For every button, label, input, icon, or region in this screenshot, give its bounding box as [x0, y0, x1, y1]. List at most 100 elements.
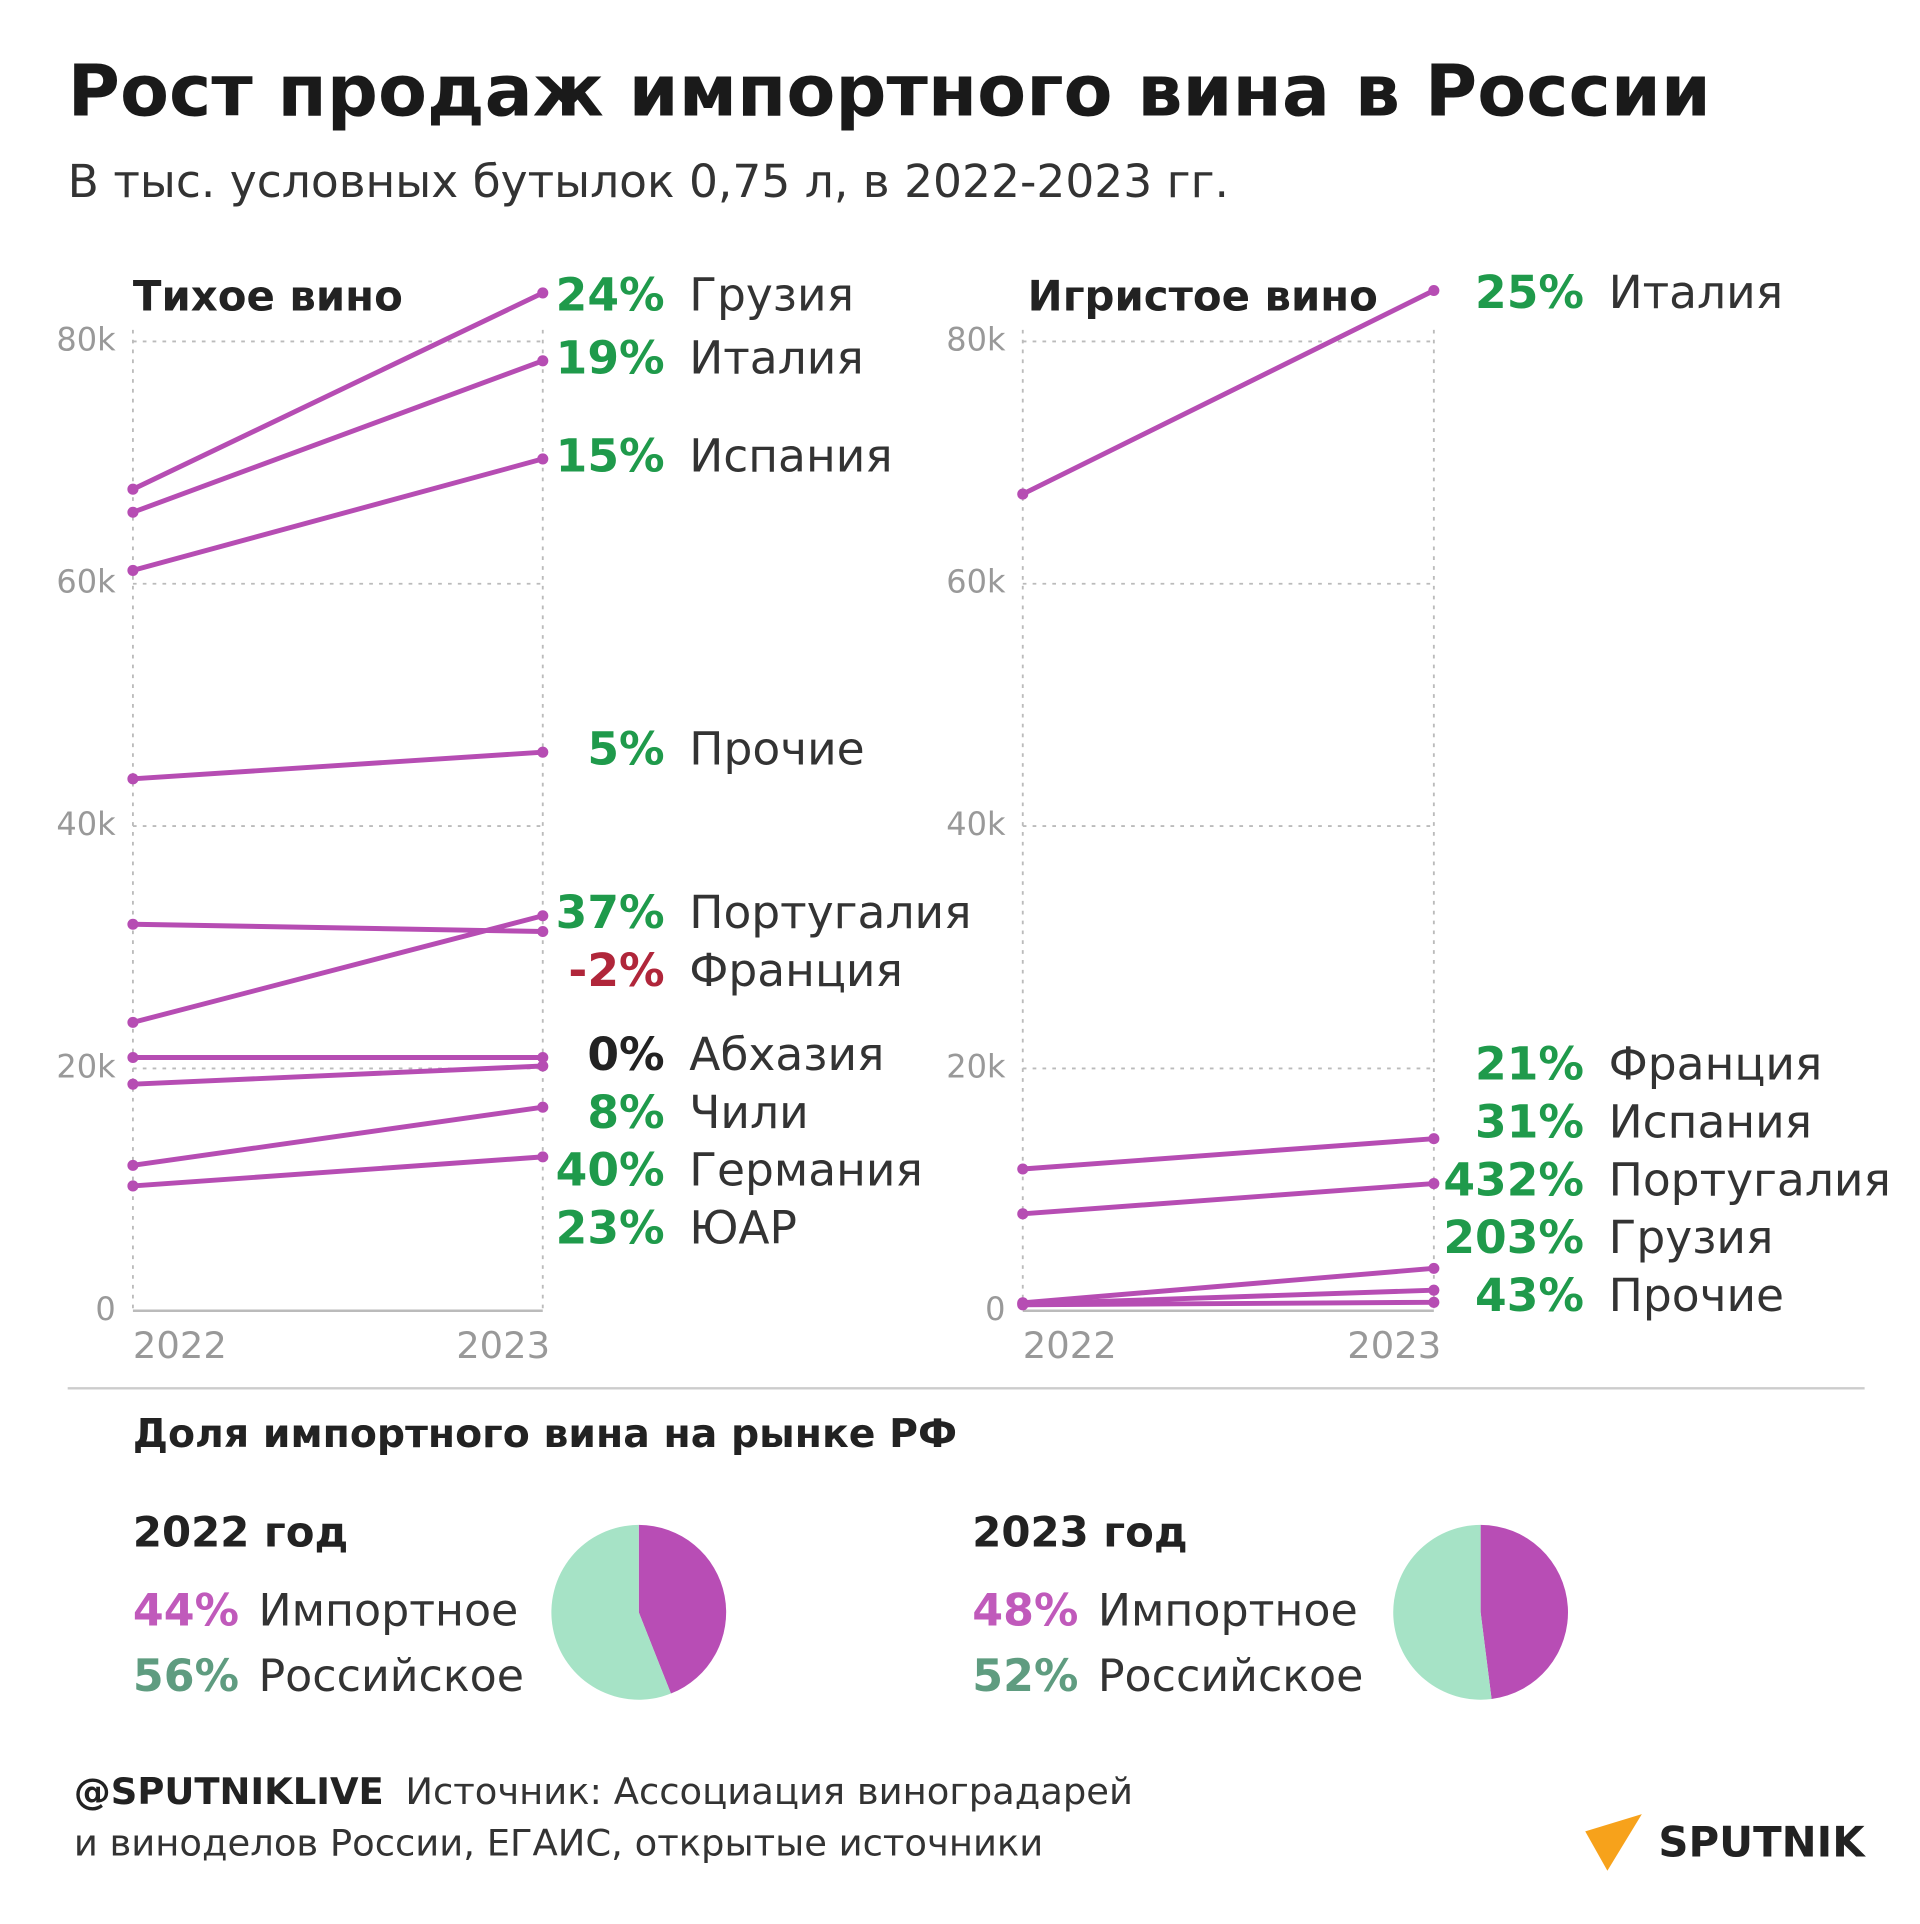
share-title: Доля импортного вина на рынке РФ — [133, 1411, 957, 1457]
slope-line — [1020, 1181, 1437, 1217]
series-label: Грузия — [1609, 1211, 1774, 1264]
point — [127, 1051, 139, 1064]
x-tick-label: 2023 — [456, 1324, 550, 1367]
series-label: Испания — [689, 429, 892, 482]
point — [537, 746, 549, 758]
point — [127, 483, 139, 495]
y-tick-label: 60k — [56, 563, 116, 601]
x-tick-label: 2023 — [1347, 1324, 1441, 1367]
series-label: Италия — [1609, 266, 1784, 319]
pie-value-label: 48% — [972, 1586, 1078, 1637]
point — [537, 1060, 549, 1072]
point — [1428, 1133, 1440, 1145]
point — [1017, 1299, 1029, 1311]
slope-line — [130, 1104, 546, 1168]
point — [537, 355, 549, 367]
slope-line — [130, 358, 546, 515]
series-label: Италия — [689, 331, 864, 384]
logo: SPUTNIK — [1658, 1817, 1866, 1866]
y-tick-label: 40k — [946, 805, 1006, 843]
pie-slice — [1393, 1524, 1492, 1700]
slope-line — [1020, 1299, 1437, 1308]
logo-icon — [1585, 1814, 1642, 1871]
point — [127, 918, 139, 930]
series-label: Португалия — [1609, 1153, 1891, 1206]
pie-category: Российское — [1098, 1651, 1364, 1702]
slope-line — [130, 1063, 546, 1087]
point — [537, 1051, 549, 1064]
point — [537, 287, 549, 299]
series-label: ЮАР — [689, 1202, 797, 1255]
slope-line — [130, 456, 546, 573]
series-label: Португалия — [689, 886, 971, 939]
footer-source: и виноделов России, ЕГАИС, открытые исто… — [74, 1821, 1043, 1864]
footer-source: Источник: Ассоциация виноградарей — [405, 1770, 1133, 1813]
change-label: 15% — [556, 429, 665, 482]
series-label: Прочие — [689, 723, 864, 776]
point — [1428, 1178, 1440, 1190]
change-label: 40% — [556, 1144, 665, 1197]
pie-slice — [1480, 1524, 1569, 1700]
point — [537, 1151, 549, 1163]
y-tick-label: 20k — [56, 1047, 116, 1085]
series-label: Прочие — [1609, 1269, 1784, 1322]
subtitle: В тыс. условных бутылок 0,75 л, в 2022-2… — [68, 155, 1229, 208]
change-label: 8% — [587, 1086, 664, 1139]
point — [1017, 488, 1029, 500]
series-label: Испания — [1609, 1095, 1812, 1148]
pie-title: 2022 год — [133, 1507, 348, 1556]
change-label: 5% — [587, 723, 664, 776]
change-label: 25% — [1475, 266, 1584, 319]
point — [1017, 1163, 1029, 1175]
point — [537, 925, 549, 938]
footer-line: @SPUTNIKLIVE Источник: Ассоциация виногр… — [74, 1770, 1133, 1813]
change-label: 43% — [1475, 1269, 1584, 1322]
change-label: 19% — [556, 331, 665, 384]
y-tick-label: 60k — [946, 563, 1006, 601]
series-label: Франция — [1609, 1038, 1823, 1091]
change-label: 203% — [1443, 1211, 1584, 1264]
title: Рост продаж импортного вина в России — [68, 50, 1711, 133]
slope-line — [130, 290, 546, 492]
change-label: -2% — [568, 944, 664, 997]
pie-category: Импортное — [258, 1586, 518, 1637]
change-label: 31% — [1475, 1095, 1584, 1148]
point — [127, 506, 139, 518]
pie-value-label: 56% — [133, 1651, 239, 1702]
slope-line — [130, 749, 546, 782]
series-label: Грузия — [689, 268, 854, 321]
pie-title: 2023 год — [972, 1507, 1187, 1556]
point — [537, 1101, 549, 1113]
pie-slice — [638, 1524, 727, 1694]
y-tick-label: 80k — [56, 320, 116, 358]
point — [127, 564, 139, 576]
pie-value-label: 44% — [133, 1586, 239, 1637]
point — [127, 1016, 139, 1028]
change-label: 23% — [556, 1202, 665, 1255]
point — [127, 1159, 139, 1171]
slope-line — [130, 1154, 546, 1189]
point — [127, 773, 139, 785]
series-label: Чили — [689, 1086, 808, 1139]
point — [1428, 1284, 1440, 1296]
y-tick-label: 40k — [56, 805, 116, 843]
point — [1428, 1262, 1440, 1274]
pie-category: Импортное — [1098, 1586, 1358, 1637]
change-label: 37% — [556, 886, 665, 939]
change-label: 0% — [587, 1028, 664, 1081]
slope-line — [130, 913, 546, 1025]
x-tick-label: 2022 — [1023, 1324, 1117, 1367]
pie-category: Российское — [258, 1651, 524, 1702]
change-label: 21% — [1475, 1038, 1584, 1091]
pie-value-label: 52% — [972, 1651, 1078, 1702]
point — [1428, 1296, 1440, 1308]
x-tick-label: 2022 — [133, 1324, 227, 1367]
change-label: 432% — [1443, 1153, 1584, 1206]
change-label: 24% — [556, 268, 665, 321]
point — [127, 1180, 139, 1192]
slope-line — [1020, 1287, 1437, 1307]
chart-title: Игристое вино — [1028, 272, 1378, 321]
pie-slice — [551, 1524, 671, 1700]
point — [537, 910, 549, 922]
